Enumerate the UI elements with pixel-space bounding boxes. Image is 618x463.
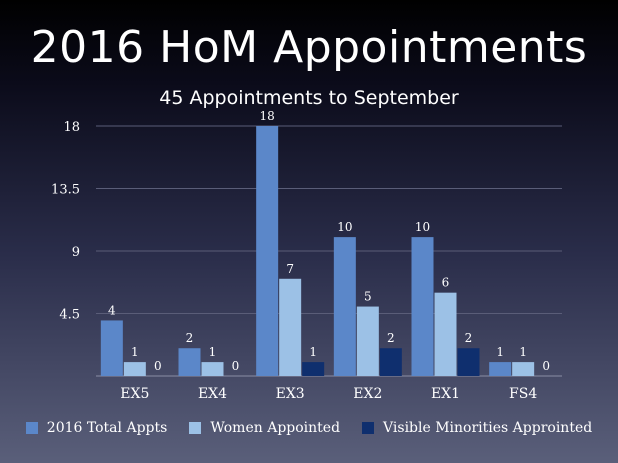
data-label: 7 [286, 262, 294, 276]
data-label: 2 [186, 331, 194, 345]
chart-title: 2016 HoM Appointments [30, 22, 588, 73]
data-label: 1 [309, 345, 317, 359]
data-label: 10 [337, 220, 352, 234]
x-tick-label: EX4 [198, 386, 227, 402]
y-tick-label: 9 [72, 245, 80, 260]
bar [434, 292, 457, 376]
x-tick-label: EX2 [353, 386, 382, 402]
legend-label-total: 2016 Total Appts [46, 420, 168, 436]
y-tick-label: 18 [63, 120, 80, 135]
data-label: 0 [542, 359, 550, 373]
bar [379, 348, 402, 376]
legend-label-women: Women Appointed [210, 420, 341, 436]
bar [512, 362, 535, 376]
legend-swatch-women [189, 422, 202, 434]
bar [201, 362, 224, 376]
legend-item-women: Women Appointed [189, 420, 340, 436]
data-label: 1 [519, 345, 527, 359]
bar [302, 362, 325, 376]
bar [356, 306, 379, 376]
legend: 2016 Total Appts Women Appointed Visible… [0, 420, 618, 436]
data-label: 5 [364, 290, 372, 304]
legend-swatch-minorities [362, 422, 375, 434]
bar [411, 237, 434, 376]
bar [457, 348, 480, 376]
data-label: 2 [465, 331, 473, 345]
bar [256, 126, 279, 376]
chart-subtitle: 45 Appointments to September [159, 87, 459, 109]
data-label: 1 [496, 345, 504, 359]
bar [123, 362, 146, 376]
bar [489, 362, 512, 376]
legend-item-total: 2016 Total Appts [25, 420, 168, 436]
x-tick-label: EX5 [120, 386, 149, 402]
x-tick-label: EX3 [276, 386, 305, 402]
legend-item-minorities: Visible Minorities Approinted [362, 420, 592, 436]
data-label: 6 [442, 276, 450, 290]
legend-swatch-total [25, 422, 38, 434]
x-tick-label: EX1 [431, 386, 460, 402]
legend-label-minorities: Visible Minorities Approinted [383, 420, 593, 436]
data-label: 1 [131, 345, 139, 359]
data-label: 0 [154, 359, 162, 373]
bar [279, 278, 302, 376]
y-tick-label: 4.5 [59, 308, 80, 323]
y-tick-label: 13.5 [51, 183, 80, 198]
data-label: 4 [108, 303, 116, 317]
data-label: 0 [232, 359, 240, 373]
data-label: 2 [387, 331, 395, 345]
bar [333, 237, 356, 376]
data-label: 1 [209, 345, 217, 359]
bar [178, 348, 201, 376]
data-label: 10 [415, 220, 430, 234]
bar [100, 320, 123, 376]
x-tick-label: FS4 [509, 386, 537, 402]
data-label: 18 [260, 109, 275, 123]
